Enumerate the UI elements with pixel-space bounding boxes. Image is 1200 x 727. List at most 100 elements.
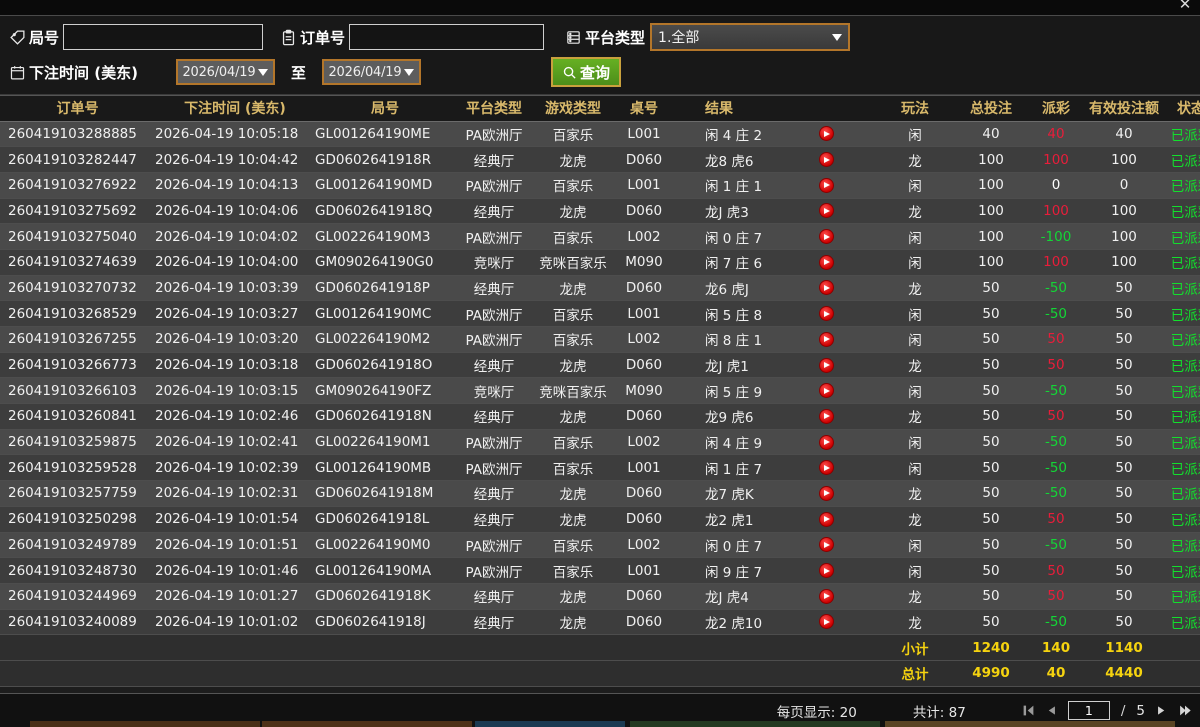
cell-round-number: GL002264190M1	[315, 429, 455, 456]
cell-status: 已派彩	[1163, 300, 1200, 327]
cell-game-type: 龙虎	[533, 609, 613, 636]
table-row[interactable]: 260419103282447 2026-04-19 10:04:42 GD0602…	[0, 146, 1200, 173]
page-number-input[interactable]	[1067, 701, 1110, 720]
table-row[interactable]: 260419103249789 2026-04-19 10:01:51 GL0022…	[0, 532, 1200, 559]
play-replay-icon[interactable]	[819, 331, 834, 347]
cell-total-bet: 50	[955, 454, 1027, 482]
cell-platform: 经典厅	[455, 506, 533, 533]
col-platform[interactable]: 平台类型	[455, 96, 533, 122]
cell-play-type: 闲	[875, 326, 955, 353]
cell-result: 闲 1 庄 1	[675, 172, 875, 199]
cell-valid-bet: 50	[1085, 480, 1163, 507]
play-replay-icon[interactable]	[819, 152, 834, 168]
col-game-type[interactable]: 游戏类型	[533, 96, 613, 122]
table-row[interactable]: 260419103248730 2026-04-19 10:01:46 GL0012…	[0, 557, 1200, 584]
col-status[interactable]: 状态	[1163, 96, 1200, 122]
col-play-type[interactable]: 玩法	[875, 96, 955, 122]
cell-total-bet: 50	[955, 377, 1027, 405]
table-row[interactable]: 260419103274639 2026-04-19 10:04:00 GM0902…	[0, 249, 1200, 276]
prev-page-button[interactable]	[1046, 704, 1057, 717]
play-replay-icon[interactable]	[819, 126, 834, 142]
orders-table-container: 订单号 下注时间 (美东) 局号 平台类型 游戏类型 桌号 结果 玩法 总投注 …	[0, 95, 1200, 694]
search-icon	[562, 65, 577, 80]
table-row[interactable]: 260419103276922 2026-04-19 10:04:13 GL0012…	[0, 172, 1200, 199]
table-row[interactable]: 260419103250298 2026-04-19 10:01:54 GD0602…	[0, 506, 1200, 533]
subtotal-row: 小计 1240 140 1140	[0, 634, 1200, 661]
table-row[interactable]: 260419103257759 2026-04-19 10:02:31 GD0602…	[0, 480, 1200, 507]
table-row[interactable]: 260419103275040 2026-04-19 10:04:02 GL0022…	[0, 223, 1200, 250]
cell-order-number: 260419103267255	[0, 326, 155, 353]
cell-game-type: 竞咪百家乐	[533, 377, 613, 405]
filter-toolbar: 局号 订单号	[0, 16, 1200, 95]
table-row[interactable]: 260419103244969 2026-04-19 10:01:27 GD0602…	[0, 583, 1200, 610]
cell-platform: PA欧洲厅	[455, 172, 533, 199]
close-icon[interactable]: ✕	[1178, 0, 1192, 13]
col-order-number[interactable]: 订单号	[0, 96, 155, 122]
table-row[interactable]: 260419103240089 2026-04-19 10:01:02 GD0602…	[0, 609, 1200, 636]
play-replay-icon[interactable]	[819, 357, 834, 373]
cell-platform: 经典厅	[455, 146, 533, 173]
order-number-label-group: 订单号	[279, 27, 345, 48]
search-button[interactable]: 查询	[550, 57, 621, 87]
cell-total-bet: 50	[955, 480, 1027, 507]
col-bet-time[interactable]: 下注时间 (美东)	[155, 96, 315, 122]
play-replay-icon[interactable]	[819, 563, 834, 579]
play-replay-icon[interactable]	[819, 434, 834, 450]
tag-icon	[8, 28, 26, 46]
platform-type-select[interactable]: 1.全部	[650, 23, 851, 51]
table-row[interactable]: 260419103275692 2026-04-19 10:04:06 GD0602…	[0, 198, 1200, 225]
round-number-input[interactable]	[63, 24, 264, 50]
play-replay-icon[interactable]	[819, 537, 834, 553]
play-replay-icon[interactable]	[819, 408, 834, 424]
cell-platform: PA欧洲厅	[455, 429, 533, 456]
cell-total-bet: 50	[955, 352, 1027, 379]
date-from-picker[interactable]: 2026/04/19	[175, 59, 275, 85]
col-round-number[interactable]: 局号	[315, 96, 455, 122]
table-row[interactable]: 260419103268529 2026-04-19 10:03:27 GL0012…	[0, 300, 1200, 327]
table-row[interactable]: 260419103259528 2026-04-19 10:02:39 GL0012…	[0, 454, 1200, 482]
cell-bet-time: 2026-04-19 10:01:02	[155, 609, 315, 636]
play-replay-icon[interactable]	[819, 254, 834, 270]
col-result[interactable]: 结果	[675, 96, 875, 122]
col-total-bet[interactable]: 总投注	[955, 96, 1027, 122]
col-table-number[interactable]: 桌号	[613, 96, 675, 122]
play-replay-icon[interactable]	[819, 203, 834, 219]
cell-round-number: GL002264190M2	[315, 326, 455, 353]
date-to-picker[interactable]: 2026/04/19	[321, 59, 421, 85]
play-replay-icon[interactable]	[819, 588, 834, 604]
cell-table-number: D060	[613, 146, 675, 173]
cell-play-type: 闲	[875, 557, 955, 584]
play-replay-icon[interactable]	[819, 177, 834, 193]
col-valid-bet[interactable]: 有效投注额	[1085, 96, 1163, 122]
table-row[interactable]: 260419103267255 2026-04-19 10:03:20 GL0022…	[0, 326, 1200, 353]
next-page-button[interactable]	[1156, 704, 1167, 717]
cell-total-bet: 50	[955, 300, 1027, 327]
cell-status: 已派彩	[1163, 223, 1200, 250]
table-row[interactable]: 260419103270732 2026-04-19 10:03:39 GD0602…	[0, 275, 1200, 302]
cell-valid-bet: 0	[1085, 172, 1163, 199]
first-page-button[interactable]	[1022, 704, 1035, 717]
order-number-input[interactable]	[349, 24, 545, 50]
play-replay-icon[interactable]	[819, 485, 834, 501]
table-row[interactable]: 260419103266773 2026-04-19 10:03:18 GD0602…	[0, 352, 1200, 379]
play-replay-icon[interactable]	[819, 511, 834, 527]
total-records-label: 共计: 87	[912, 704, 966, 721]
table-row[interactable]: 260419103259875 2026-04-19 10:02:41 GL0022…	[0, 429, 1200, 456]
cell-status: 已派彩	[1163, 172, 1200, 199]
last-page-button[interactable]	[1178, 704, 1192, 717]
cell-payout: -50	[1027, 275, 1085, 302]
table-row[interactable]: 260419103260841 2026-04-19 10:02:46 GD0602…	[0, 403, 1200, 430]
table-row[interactable]: 260419103288885 2026-04-19 10:05:18 GL0012…	[0, 121, 1200, 148]
cell-valid-bet: 50	[1085, 429, 1163, 456]
table-row[interactable]: 260419103266103 2026-04-19 10:03:15 GM0902…	[0, 377, 1200, 405]
play-replay-icon[interactable]	[819, 306, 834, 322]
col-payout[interactable]: 派彩	[1027, 96, 1085, 122]
cell-platform: PA欧洲厅	[455, 532, 533, 559]
play-replay-icon[interactable]	[819, 460, 834, 476]
play-replay-icon[interactable]	[819, 280, 834, 296]
play-replay-icon[interactable]	[819, 614, 834, 630]
cell-total-bet: 100	[955, 172, 1027, 199]
play-replay-icon[interactable]	[819, 383, 834, 399]
play-replay-icon[interactable]	[819, 229, 834, 245]
cell-payout: 50	[1027, 583, 1085, 610]
